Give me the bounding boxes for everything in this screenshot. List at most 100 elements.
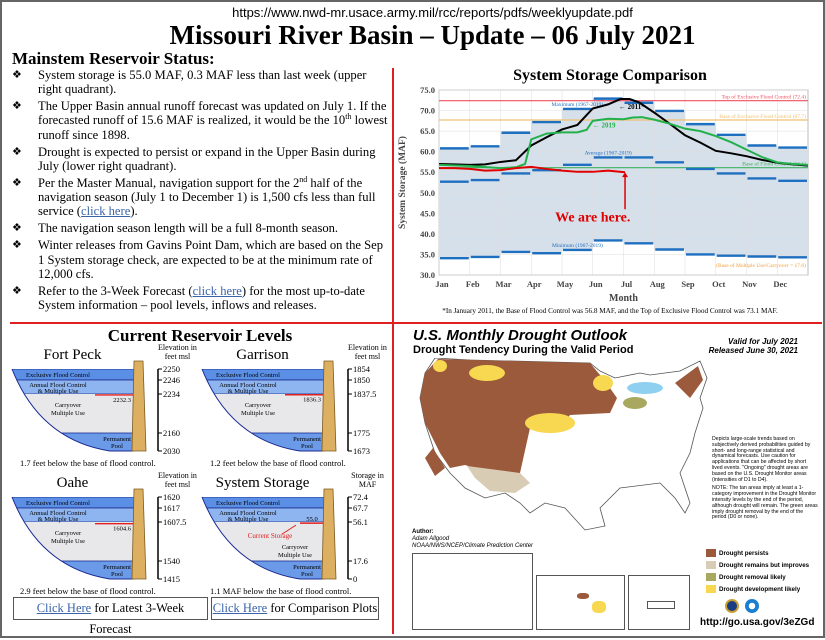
x-tick-label: Jan [435,279,449,289]
annual-label: Annual Flood Control [29,510,87,517]
drought-subtitle: Drought Tendency During the Valid Period [413,344,634,356]
x-tick-label: Oct [712,279,725,289]
annual-label: & Multiple Use [38,388,79,395]
drought-removal-mi [623,397,647,409]
legend-swatch [706,549,716,558]
step-series-label: Maximum (1967-2019) [551,101,603,108]
legend-swatch [706,561,716,570]
status-item: ❖ Winter releases from Gavins Point Dam, … [12,238,384,281]
legend-swatch [706,573,716,582]
status-heading: Mainstem Reservoir Status: [12,49,215,68]
bullet-icon: ❖ [12,176,22,189]
scale-mark-label: 1620 [163,492,180,502]
legend-item: Drought persists [706,549,769,558]
carryover-label: Multiple Use [51,410,85,417]
annual-label: Annual Flood Control [29,382,87,389]
legend-item: Drought removal likely [706,573,786,582]
bullet-icon: ❖ [12,239,22,252]
dam-icon [131,488,147,580]
drought-url-link[interactable]: http://go.usa.gov/3eZGd [700,617,815,628]
current-storage-label: Current Storage [248,532,293,540]
chart-footnote: *In January 2011, the Base of Flood Cont… [442,307,778,315]
great-lakes [627,382,663,394]
bullet-icon: ❖ [12,69,22,81]
puerto-rico-outline [647,601,675,609]
annual-label: & Multiple Use [228,388,269,395]
x-tick-label: Sep [681,279,695,289]
scale-header: Storage in MAF [351,471,384,489]
scale-mark-label: 1850 [353,375,370,385]
scale-mark-label: 0 [353,574,357,584]
y-tick-label: 65.0 [420,126,435,136]
current-level-value: 1604.6 [113,526,132,533]
series-line [438,116,809,170]
annotation-arrowhead [622,172,629,178]
doc-seal-icon [725,599,739,613]
permanent-pool-label: Permanent [293,564,321,571]
drought-development-wa [433,360,447,372]
carryover-label: Carryover [55,530,82,537]
annual-label: & Multiple Use [38,516,79,523]
reference-line-label: Base of Flood Control (56.1) [742,161,806,168]
navigation-support-link[interactable]: click here [81,204,131,219]
three-week-forecast-link[interactable]: click here [192,283,242,298]
scale-mark-label: 2160 [163,428,180,438]
permanent-pool-label: Permanent [103,436,131,443]
annotation-we-are-here: We are here. [555,211,630,226]
scale-mark-label: 2030 [163,446,180,456]
carryover-label: Carryover [245,402,272,409]
three-week-forecast-button[interactable]: Click Here for Latest 3-Week Forecast [13,597,208,636]
drought-persists-socal [425,448,445,476]
drought-map [419,358,708,531]
scale-mark-label: 1673 [353,446,370,456]
annual-label: & Multiple Use [228,516,269,523]
x-tick-label: Feb [466,279,480,289]
y-tick-label: 40.0 [420,229,435,239]
scale-mark-label: 56.1 [353,517,368,527]
comparison-plots-button[interactable]: Click Here for Comparison Plots [211,597,379,620]
scale-mark-label: 1415 [163,574,180,584]
drought-author: Author: Adam Allgood NOAA/NWS/NCEP/Climate… [412,529,534,549]
drought-development-montana [469,365,505,381]
y-tick-label: 70.0 [420,106,435,116]
drought-development-mn [593,375,613,391]
source-url[interactable]: https://www.nwd-mr.usace.army.mil/rcc/re… [232,5,633,20]
legend-swatch [706,585,716,594]
puerto-rico-inset [628,575,690,630]
bullet-icon: ❖ [12,222,22,235]
annual-label: Annual Flood Control [219,510,277,517]
status-item: ❖ System storage is 55.0 MAF, 0.3 MAF les… [12,68,367,97]
scale-mark-label: 72.4 [353,492,369,502]
hawaii-drought-development [592,601,606,613]
annual-label: Annual Flood Control [219,382,277,389]
status-item: ❖ Drought is expected to persist or expan… [12,144,376,173]
reference-line-label: Base of Exclusive Flood Control (67.7) [719,113,806,120]
current-level-value: 1836.3 [303,397,321,404]
scale-header: Elevation in feet msl [158,471,197,489]
reservoir-levels-heading: Current Reservoir Levels [107,326,293,345]
system-storage-chart: 30.0 35.0 40.0 45.0 50.0 55.0 60.0 65.0 70.0 75.0… [397,85,809,315]
scale-mark-label: 1617 [163,503,180,513]
drought-validity: Valid for July 2021 Released June 30, 202… [708,337,798,355]
scale-mark-label: 2250 [163,364,180,374]
reservoir-note: 1.7 feet below the base of flood control… [20,458,156,468]
scale-header: Elevation in feet msl [348,343,387,361]
scale-mark-label: 17.6 [353,556,368,566]
hawaii-inset [536,575,625,630]
current-level-value: 55.0 [306,516,317,523]
x-tick-label: Nov [742,279,757,289]
x-axis-label: Month [609,293,638,304]
current-storage-arrow [281,524,297,535]
reservoir-name: Oahe [56,475,89,491]
basin-edge [11,368,134,452]
reservoir-oahe: Exclusive Flood Control Annual Flood Cont… [10,471,205,598]
noaa-logo-icon [745,599,759,613]
drought-improves-southwest [467,466,530,493]
reservoir-fort-peck: Exclusive Flood Control Annual Flood Cont… [10,343,205,470]
carryover-label: Carryover [55,402,82,409]
series-line [438,98,809,167]
x-tick-label: Aug [650,279,666,289]
scale-mark-label: 1607.5 [163,517,186,527]
series-line [439,165,626,174]
